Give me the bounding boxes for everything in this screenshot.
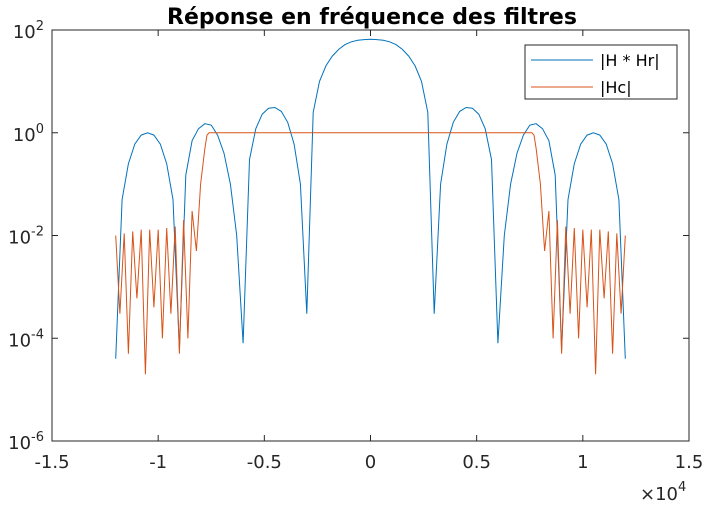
legend-label-series-2: |Hc| [600,78,632,97]
legend-box [524,44,678,100]
legend: |H * Hr| |Hc| [524,44,678,100]
x-tick-label: 0 [365,452,376,473]
x-tick-label: 0.5 [462,452,491,473]
y-tick-label: 102 [13,19,44,43]
plot-area [115,38,626,375]
y-tick-label: 10-4 [8,327,44,351]
y-tick-label: 10-6 [8,430,44,454]
series-line-2 [115,132,626,375]
x-axis-multiplier: ×104 [640,480,686,505]
legend-label-series-1: |H * Hr| [600,51,660,70]
x-tick-label: 1.5 [675,452,704,473]
chart-title: Réponse en fréquence des filtres [167,5,577,30]
x-tick-label: -1 [149,452,167,473]
axis-ticks: -1.5 -1 -0.5 0 0.5 1 1.5 10-6 10-4 10-2 100 102 ×104 [8,19,703,505]
y-tick-label: 100 [13,122,44,146]
y-tick-label: 10-2 [8,225,44,249]
x-tick-label: -1.5 [34,452,69,473]
x-tick-label: 1 [577,452,588,473]
x-tick-label: -0.5 [247,452,282,473]
series-line-1 [115,38,626,359]
